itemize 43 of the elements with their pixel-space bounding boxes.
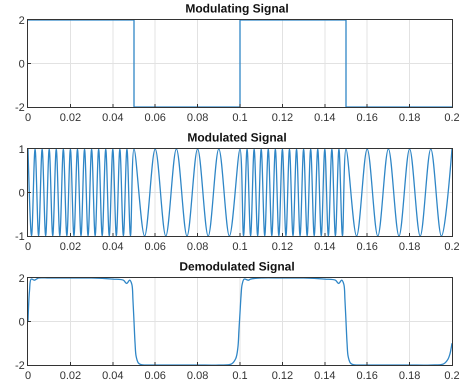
x-tick-label: 0.16 [356,241,378,254]
x-tick-label: 0.02 [60,241,82,254]
chart-title: Modulating Signal [185,1,289,16]
x-tick-label: 0.06 [144,241,166,254]
x-tick-label: 0.14 [314,370,336,382]
x-tick-label: 0.1 [232,112,248,124]
y-tick-label: -2 [15,102,25,114]
y-tick-label: 2 [18,272,25,285]
y-tick-label: 0 [18,58,25,70]
x-tick-label: 0.18 [398,112,420,124]
x-tick-label: 0.02 [60,370,82,382]
x-tick-label: 0.14 [314,112,336,124]
y-tick-label: 1 [18,144,25,156]
x-tick-label: 0.04 [102,370,124,382]
x-tick-label: 0.06 [144,112,166,124]
y-tick-label: -2 [15,360,25,372]
x-tick-label: 0.1 [232,370,248,382]
line-series [28,278,452,365]
x-tick-label: 0.2 [444,241,460,254]
x-tick-label: 0.18 [398,241,420,254]
x-tick-label: 0.02 [60,112,82,124]
y-tick-label: 0 [18,187,25,200]
x-tick-label: 0.08 [186,112,208,124]
chart-title: Modulated Signal [187,130,287,144]
x-tick-label: 0.18 [398,370,420,382]
x-tick-label: 0.08 [186,241,208,254]
x-tick-label: 0.04 [102,112,124,124]
x-tick-label: 0.12 [272,370,294,382]
x-tick-label: 0.2 [444,112,460,124]
y-tick-label: 2 [18,14,25,27]
chart-title: Demodulated Signal [179,259,295,274]
x-tick-label: 0.04 [102,241,124,254]
x-tick-label: 0.12 [272,112,294,124]
x-tick-label: 0.16 [356,370,378,382]
x-tick-label: 0.2 [444,370,460,382]
x-tick-label: 0.06 [144,370,166,382]
y-tick-label: -1 [15,230,25,243]
x-tick-label: 0.14 [314,241,336,254]
y-tick-label: 0 [18,316,25,328]
x-tick-label: 0.1 [232,241,248,254]
x-tick-label: 0.16 [356,112,378,124]
x-tick-label: 0.08 [186,370,208,382]
x-tick-label: 0.12 [272,241,294,254]
